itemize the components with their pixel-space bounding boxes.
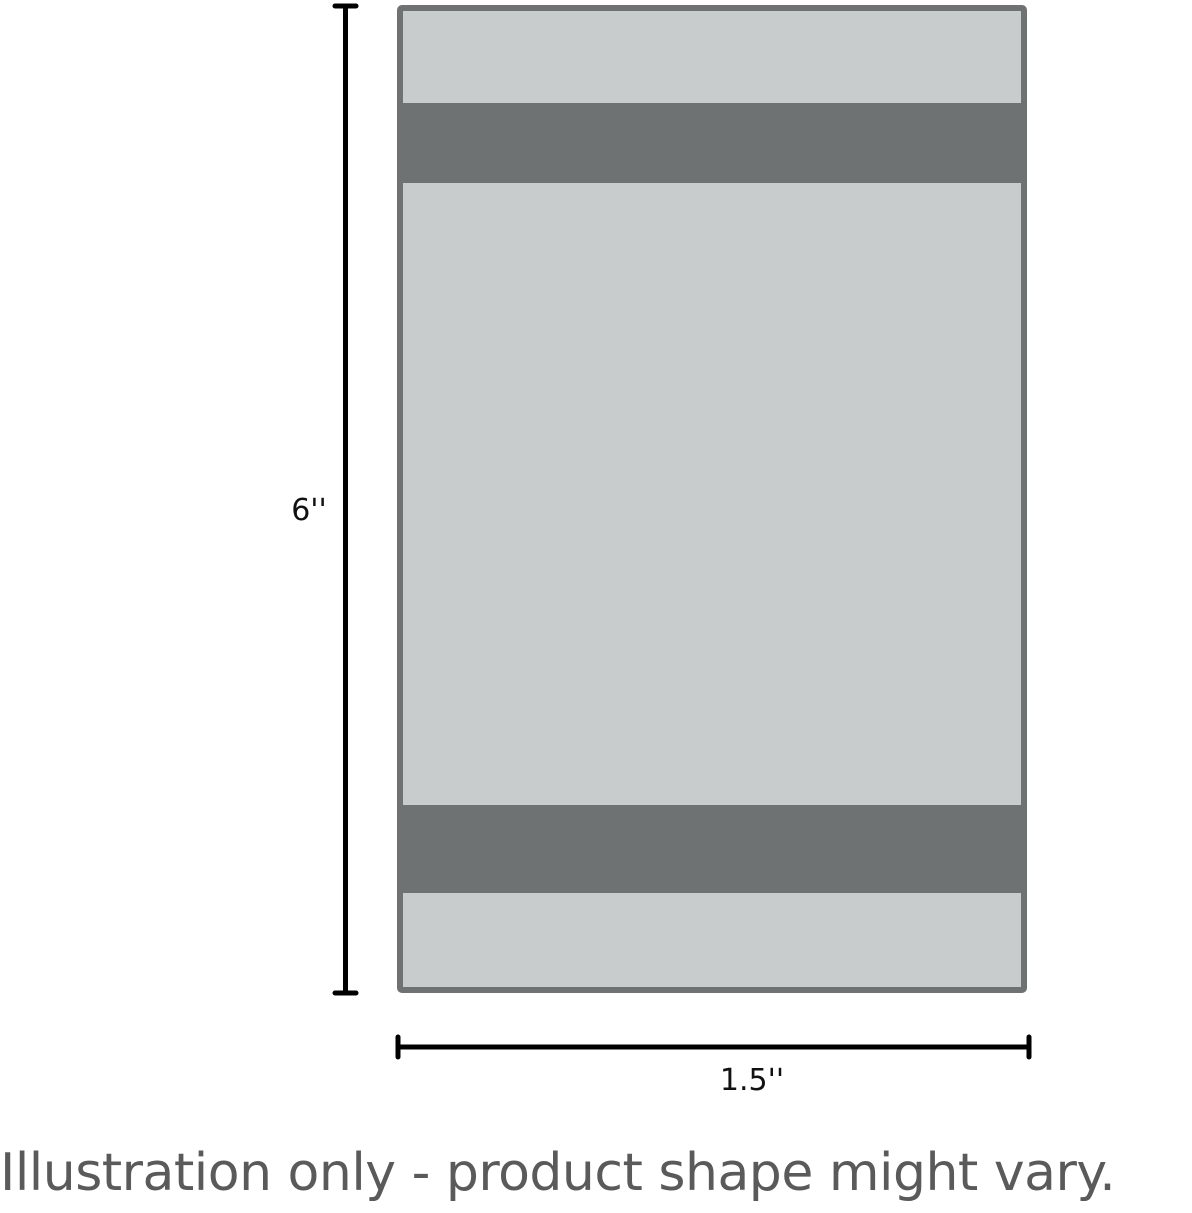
product-outline: [397, 5, 1027, 993]
product-body: [397, 5, 1027, 993]
width-label: 1.5'': [720, 1063, 784, 1098]
bottom-band: [397, 805, 1027, 893]
disclaimer-caption: Illustration only - product shape might …: [0, 1143, 1116, 1203]
top-band: [397, 103, 1027, 183]
height-dimension: 6'': [291, 3, 359, 996]
width-dimension: 1.5'': [395, 1034, 1032, 1098]
height-label: 6'': [291, 493, 327, 528]
